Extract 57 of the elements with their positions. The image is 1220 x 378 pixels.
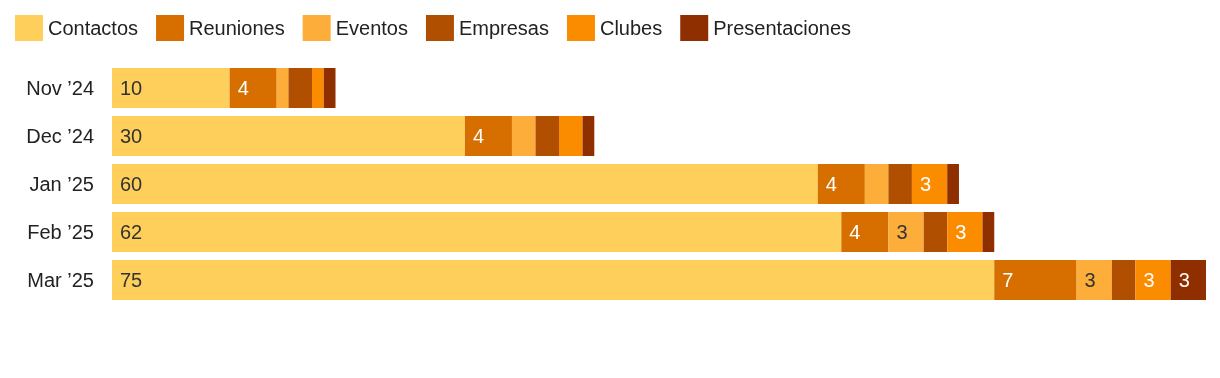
data-label: 60 [120, 173, 143, 195]
bar [323, 68, 336, 108]
bar [947, 164, 959, 204]
legend-label: Contactos [48, 17, 139, 39]
data-label: 4 [472, 125, 485, 147]
bar [112, 260, 995, 300]
legend-label: Clubes [599, 17, 663, 39]
data-label: 4 [237, 77, 249, 99]
y-tick-label: Jan ’25 [29, 173, 94, 195]
data-label: 4 [849, 221, 861, 243]
bar [982, 212, 995, 252]
data-label: 7 [1002, 269, 1014, 291]
bar [1170, 260, 1206, 300]
legend-label: Presentaciones [713, 17, 852, 39]
bar [112, 164, 818, 204]
data-label: 10 [120, 77, 143, 99]
bar [535, 116, 560, 156]
bar [112, 212, 842, 252]
data-label: 3 [955, 221, 967, 243]
data-label: 3 [1143, 269, 1155, 291]
bar [888, 212, 924, 252]
bar [1076, 260, 1112, 300]
bar [923, 212, 948, 252]
bar [311, 68, 324, 108]
data-label: 3 [896, 221, 908, 243]
y-tick-label: Feb ’25 [27, 221, 94, 243]
data-label: 3 [1178, 269, 1190, 291]
bar [511, 116, 536, 156]
bar [276, 68, 289, 108]
bar [841, 212, 889, 252]
bar [994, 260, 1077, 300]
legend-label: Eventos [335, 17, 408, 39]
bar [582, 116, 595, 156]
bar [559, 116, 583, 156]
bar [864, 164, 889, 204]
data-label: 3 [919, 173, 932, 195]
bar [947, 212, 983, 252]
bar [112, 116, 465, 156]
bar [1135, 260, 1171, 300]
data-label: 4 [825, 173, 837, 195]
bar [229, 68, 277, 108]
legend-label: Reuniones [189, 17, 285, 39]
data-label: 30 [120, 125, 143, 147]
data-label: 3 [1084, 269, 1096, 291]
bar [911, 164, 948, 204]
bar [288, 68, 312, 108]
data-label: 75 [120, 269, 143, 291]
bar [1111, 260, 1136, 300]
data-label: 62 [120, 221, 143, 243]
y-tick-label: Dec ’24 [26, 125, 94, 147]
bar [888, 164, 912, 204]
bar [464, 116, 512, 156]
bar [112, 68, 230, 108]
y-tick-label: Nov ’24 [26, 77, 94, 99]
legend-label: Empresas [458, 17, 549, 39]
y-tick-label: Mar ’25 [27, 269, 94, 291]
bar [817, 164, 865, 204]
